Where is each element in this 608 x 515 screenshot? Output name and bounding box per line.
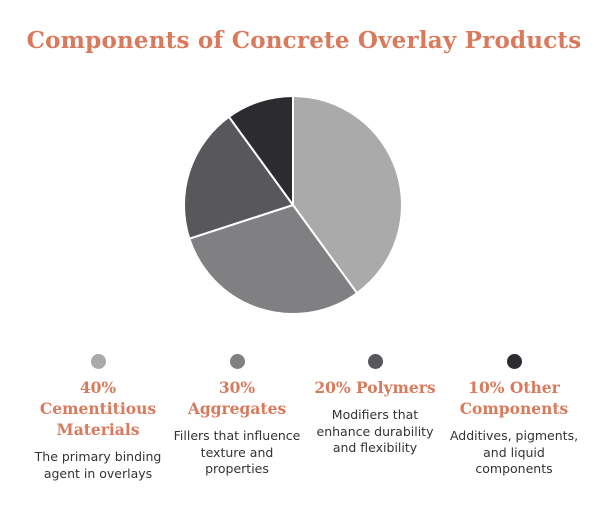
legend-description: Modifiers that enhance durability and fl… — [316, 407, 434, 455]
legend-dot — [367, 354, 383, 369]
legend-description: The primary binding agent in overlays — [34, 449, 162, 481]
legend-label: 20% Polymers — [314, 378, 436, 397]
legend-item-aggregates: 30% Aggregates Fillers that influence te… — [167, 350, 307, 478]
legend-dot — [506, 354, 522, 369]
legend-description: Additives, pigments, and liquid componen… — [449, 428, 579, 476]
legend-label: 30% Aggregates — [187, 378, 287, 418]
pie-slice-polymers — [182, 115, 294, 240]
legend-item-cementitious: 40% Cementitious Materials The primary b… — [28, 350, 168, 482]
legend-label: 10% Other Components — [459, 378, 569, 418]
legend-dot — [90, 354, 106, 369]
legend-label: 40% Cementitious Materials — [39, 378, 157, 439]
pie-svg — [182, 95, 403, 316]
chart-title: Components of Concrete Overlay Products — [26, 27, 582, 54]
pie-slice-cementitious-materials — [292, 95, 403, 295]
pie-slice-aggregates — [188, 204, 359, 316]
legend-item-other: 10% Other Components Additives, pigments… — [444, 350, 584, 478]
legend-item-polymers: 20% Polymers Modifiers that enhance dura… — [305, 350, 445, 457]
legend-dot — [229, 354, 245, 369]
legend: 40% Cementitious Materials The primary b… — [0, 350, 608, 510]
pie-slice-other-components — [227, 95, 294, 206]
legend-description: Fillers that influence texture and prope… — [173, 428, 301, 476]
pie-chart — [180, 92, 406, 318]
